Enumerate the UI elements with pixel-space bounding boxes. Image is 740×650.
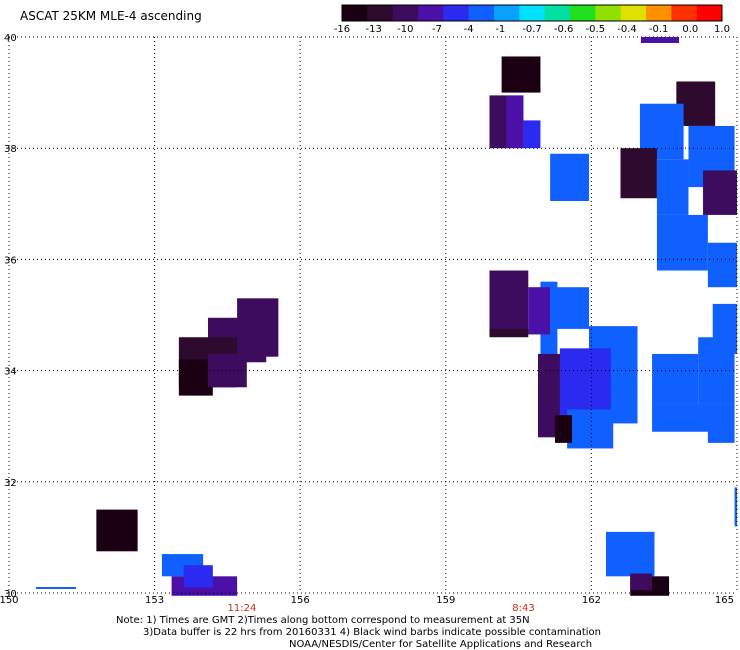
data-cell [555, 415, 572, 443]
lat-tick-label: 30 [4, 589, 17, 600]
data-cell [656, 159, 689, 215]
lon-tick-label: 162 [582, 595, 601, 606]
data-cell [489, 95, 507, 149]
data-cell [652, 353, 699, 404]
data-cell [707, 242, 737, 288]
lat-tick-label: 36 [4, 255, 17, 266]
colorbar-segment [620, 5, 647, 21]
colorbar-segment [418, 5, 444, 21]
data-cell [550, 153, 589, 202]
colorbar-frame [341, 4, 723, 22]
data-cell [506, 95, 524, 149]
colorbar-segment [392, 5, 419, 21]
lon-tick-label: 150 [0, 595, 19, 606]
data-cell [656, 214, 708, 271]
colorbar-tick-label: -0.6 [554, 24, 574, 35]
colorbar-segment [494, 5, 520, 21]
data-cells [96, 56, 737, 596]
lat-tick-label: 40 [4, 33, 17, 44]
data-cell [528, 287, 551, 335]
lat-tick-label: 34 [4, 367, 17, 378]
colorbar-segment [367, 5, 394, 21]
data-cell [523, 120, 541, 149]
colorbar: -16 -13 -10 -7 -4 -1 -0.7 -0.6 -0.5 -0.4 -0.1 0.0 1.… [334, 4, 730, 35]
data-cell [96, 509, 138, 552]
note-line-2: 3)Data buffer is 22 hrs from 20160331 4)… [143, 627, 601, 638]
colorbar-segment [646, 5, 672, 21]
colorbar-tick-label: 0.0 [682, 24, 698, 35]
time-label: 8:43 [512, 603, 534, 614]
map-title: ASCAT 25KM MLE-4 ascending [20, 9, 202, 23]
lat-tick-label: 32 [4, 478, 17, 489]
note-line-1: Note: 1) Times are GMT 2)Times along bot… [116, 615, 530, 626]
colorbar-segment [342, 5, 368, 21]
colorbar-tick-label: -0.1 [649, 24, 669, 35]
colorbar-segment [595, 5, 622, 21]
colorbar-tick-label: 1.0 [714, 24, 730, 35]
time-label: 11:24 [228, 603, 257, 614]
colorbar-tick-label: -4 [464, 24, 474, 35]
lon-tick-label: 165 [715, 595, 734, 606]
colorbar-tick-label: -0.5 [586, 24, 606, 35]
data-cell [652, 403, 718, 432]
colorbar-segment [468, 5, 495, 21]
colorbar-segment [570, 5, 596, 21]
lon-tick-label: 159 [436, 595, 455, 606]
colorbar-tick-label: -0.4 [617, 24, 637, 35]
colorbar-marker [641, 37, 679, 43]
data-cell [620, 148, 657, 199]
colorbar-segment [696, 5, 723, 21]
lat-tick-label: 38 [4, 144, 17, 155]
axis-labels: 150 153 156 159 162 165 40 38 36 34 32 30 11:24 8:43 [0, 33, 734, 614]
data-cell [712, 303, 737, 354]
colorbar-segment [443, 5, 470, 21]
data-cell [567, 409, 614, 449]
colorbar-tick-label: -0.7 [522, 24, 542, 35]
lon-tick-label: 156 [291, 595, 310, 606]
data-cell [489, 270, 529, 335]
data-cell [630, 573, 653, 591]
data-cell [707, 403, 735, 443]
data-cell [605, 531, 655, 577]
data-cell [183, 565, 213, 588]
data-cell [489, 328, 529, 338]
colorbar-tick-label: -10 [397, 24, 413, 35]
markers [36, 37, 679, 589]
lat-lon-grid [8, 36, 738, 594]
data-cell [178, 359, 213, 396]
colorbar-tick-label: -7 [432, 24, 442, 35]
colorbar-tick-label: -16 [334, 24, 350, 35]
data-cell [501, 56, 541, 93]
data-cell [734, 487, 737, 527]
colorbar-segment [544, 5, 571, 21]
data-cell [550, 287, 589, 329]
colorbar-segment [519, 5, 546, 21]
note-line-3: NOAA/NESDIS/Center for Satellite Applica… [289, 639, 593, 650]
colorbar-segment [671, 5, 698, 21]
colorbar-tick-label: -13 [365, 24, 381, 35]
lon-tick-label: 153 [145, 595, 164, 606]
colorbar-tick-label: -1 [495, 24, 505, 35]
data-cell [207, 353, 247, 388]
data-cell [703, 170, 737, 215]
